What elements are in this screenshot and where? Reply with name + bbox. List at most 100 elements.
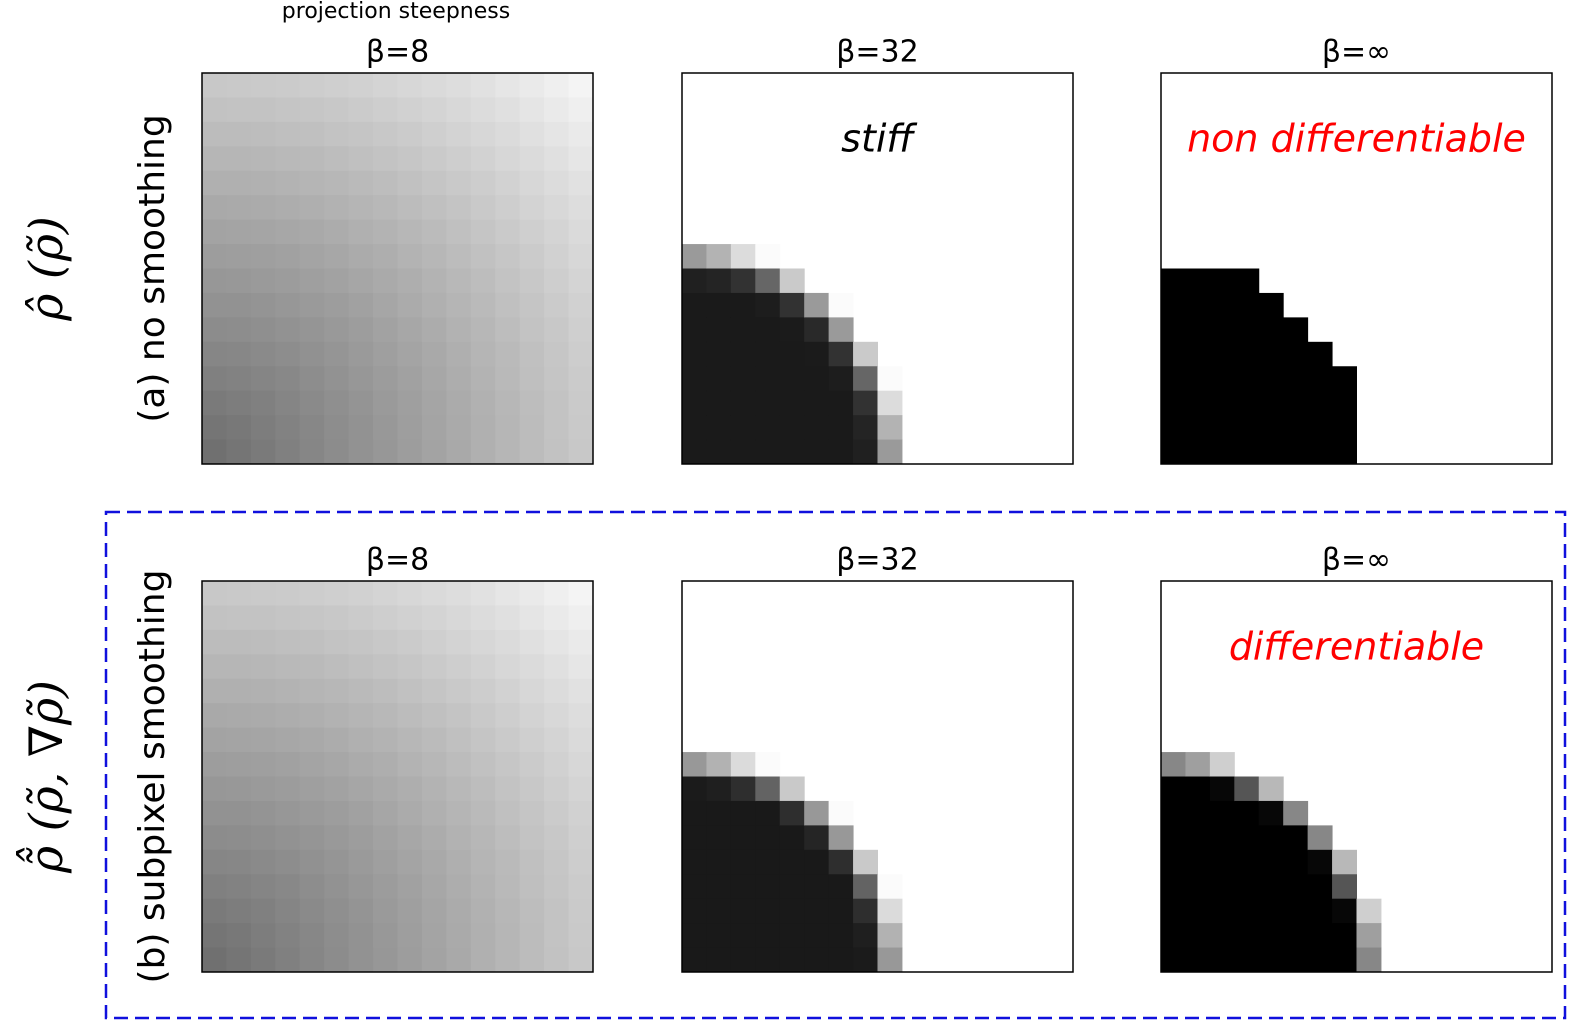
pixel xyxy=(1234,776,1260,802)
pixel xyxy=(682,947,707,973)
pixel xyxy=(1307,923,1333,949)
pixel xyxy=(730,415,756,441)
pixel xyxy=(250,219,276,245)
pixel xyxy=(568,195,594,221)
pixel xyxy=(1209,898,1235,924)
pixel xyxy=(853,874,878,900)
pixel xyxy=(1234,268,1260,294)
pixel xyxy=(421,195,447,221)
pixel xyxy=(397,317,423,343)
pixel xyxy=(446,366,472,392)
pixel xyxy=(495,605,521,631)
pixel xyxy=(324,923,350,949)
pixel xyxy=(348,97,374,123)
pixel xyxy=(779,390,805,416)
pixel xyxy=(299,317,325,343)
pixel xyxy=(1161,923,1186,949)
pixel xyxy=(446,341,472,367)
pixel xyxy=(730,947,756,973)
pixel xyxy=(1283,415,1309,441)
pixel xyxy=(804,898,830,924)
pixel xyxy=(275,752,301,777)
pixel xyxy=(275,874,301,900)
pixel xyxy=(1283,800,1309,826)
pixel xyxy=(226,678,252,704)
pixel xyxy=(348,898,374,924)
pixel xyxy=(779,849,805,875)
pixel xyxy=(495,292,521,318)
pixel xyxy=(324,390,350,416)
pixel xyxy=(1185,947,1211,973)
pixel xyxy=(544,605,570,631)
pixel xyxy=(250,874,276,900)
pixel xyxy=(470,390,496,416)
pixel xyxy=(299,146,325,172)
pixel xyxy=(519,800,545,826)
pixel xyxy=(275,170,301,196)
pixel xyxy=(779,923,805,949)
pixel xyxy=(568,923,594,949)
pixel xyxy=(324,415,350,441)
pixel xyxy=(519,776,545,802)
pixel xyxy=(299,195,325,221)
pixel xyxy=(519,219,545,245)
pixel xyxy=(755,776,781,802)
pixel xyxy=(226,341,252,367)
pixel xyxy=(348,390,374,416)
pixel xyxy=(421,415,447,441)
pixel xyxy=(250,195,276,221)
pixel xyxy=(853,898,878,924)
pixel xyxy=(682,439,707,465)
pixel xyxy=(519,170,545,196)
highlight-box xyxy=(104,510,1567,1020)
pixel xyxy=(682,874,707,900)
pixel xyxy=(495,629,521,655)
pixel xyxy=(755,849,781,875)
pixel xyxy=(568,605,594,631)
pixel xyxy=(730,366,756,392)
pixel xyxy=(544,581,570,606)
pixel xyxy=(568,97,594,123)
pixel xyxy=(470,292,496,318)
pixel xyxy=(1258,317,1284,343)
pixel xyxy=(470,703,496,729)
pixel xyxy=(299,605,325,631)
pixel xyxy=(397,605,423,631)
pixel xyxy=(421,752,447,777)
pixel xyxy=(446,581,472,606)
pixel xyxy=(299,73,325,98)
pixel xyxy=(373,703,398,729)
pixel xyxy=(373,292,398,318)
pixel xyxy=(1258,923,1284,949)
pixel xyxy=(519,752,545,777)
pixel xyxy=(373,947,398,973)
pixel xyxy=(470,605,496,631)
pixel xyxy=(275,317,301,343)
pixel xyxy=(299,947,325,973)
pixel xyxy=(250,268,276,294)
pixel xyxy=(275,678,301,704)
pixel xyxy=(1283,849,1309,875)
pixel xyxy=(779,825,805,851)
pixel xyxy=(226,195,252,221)
panel-title: β=32 xyxy=(836,543,918,578)
pixel xyxy=(1185,341,1211,367)
pixel xyxy=(495,341,521,367)
pixel xyxy=(519,366,545,392)
pixel xyxy=(1161,317,1186,343)
pixel xyxy=(1209,341,1235,367)
pixel xyxy=(421,898,447,924)
pixel xyxy=(1209,752,1235,777)
pixel xyxy=(1356,947,1382,973)
pixel xyxy=(226,292,252,318)
pixel xyxy=(470,170,496,196)
pixel xyxy=(226,268,252,294)
pixel xyxy=(397,244,423,269)
pixel xyxy=(682,366,707,392)
pixel xyxy=(202,947,227,973)
pixel xyxy=(324,605,350,631)
pixel xyxy=(1185,317,1211,343)
panel-title: β=32 xyxy=(836,35,918,70)
pixel xyxy=(804,341,830,367)
pixel xyxy=(373,898,398,924)
